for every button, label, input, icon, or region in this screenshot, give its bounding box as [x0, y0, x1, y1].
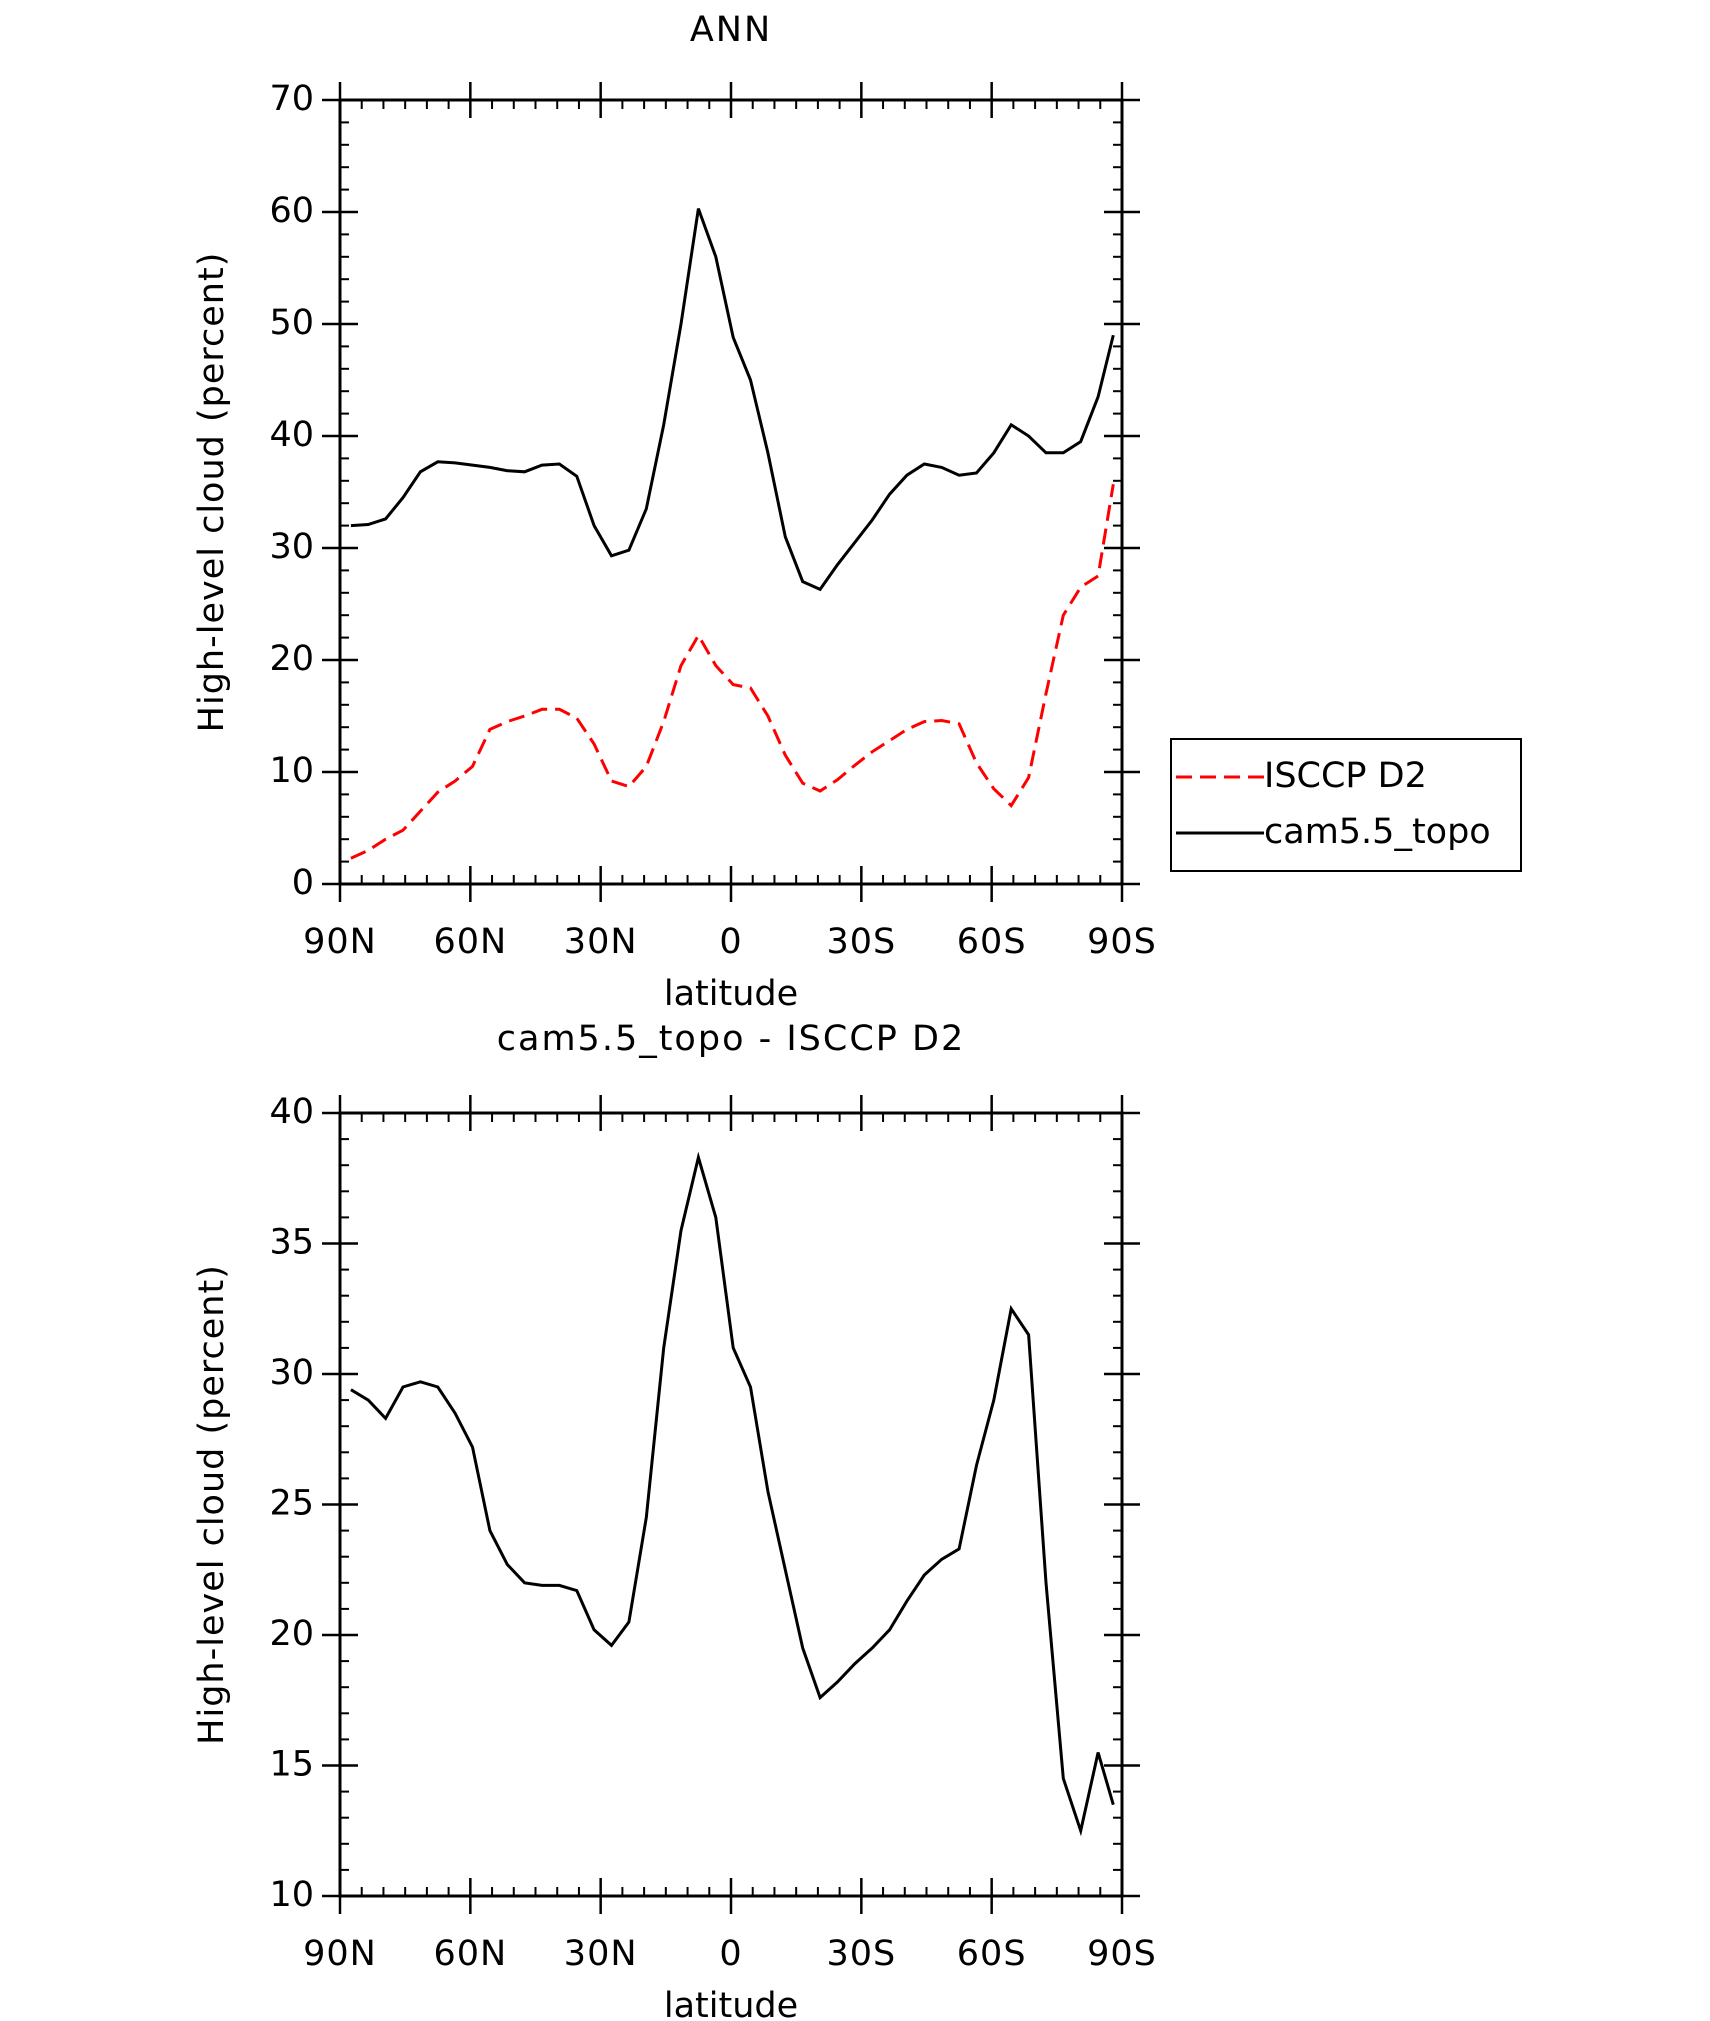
x-tick-label: 0: [719, 922, 742, 962]
y-tick-label: 30: [269, 527, 314, 567]
y-tick-label: 60: [269, 191, 314, 231]
y-tick-label: 30: [269, 1353, 314, 1393]
y-tick-label: 15: [269, 1745, 314, 1785]
data-line: [350, 1151, 1115, 1837]
y-tick-label: 20: [269, 639, 314, 679]
y-tick-label: 35: [269, 1223, 314, 1263]
x-tick-label: 60N: [433, 922, 507, 962]
x-tick-label: 90N: [303, 922, 377, 962]
x-axis-label: latitude: [664, 1986, 798, 2021]
y-tick-label: 70: [269, 79, 314, 119]
y-axis-label: High-level cloud (percent): [192, 252, 232, 733]
x-tick-label: 60S: [957, 1934, 1027, 1974]
y-tick-label: 10: [269, 751, 314, 791]
x-tick-label: 60N: [433, 1934, 507, 1974]
y-tick-label: 25: [269, 1484, 314, 1524]
x-tick-label: 90S: [1087, 1934, 1157, 1974]
y-tick-label: 0: [292, 863, 314, 903]
y-tick-label: 40: [269, 1092, 314, 1132]
y-tick-label: 40: [269, 415, 314, 455]
y-axis-label: High-level cloud (percent): [192, 1264, 232, 1745]
y-tick-label: 50: [269, 303, 314, 343]
x-tick-label: 30S: [826, 1934, 896, 1974]
legend-label: ISCCP D2: [1264, 756, 1427, 796]
y-tick-label: 20: [269, 1614, 314, 1654]
y-tick-label: 10: [269, 1875, 314, 1915]
chart-title: cam5.5_topo - ISCCP D2: [497, 1019, 965, 1059]
x-tick-label: 30N: [564, 1934, 638, 1974]
plot-frame: [338, 98, 1124, 886]
x-axis-label: latitude: [664, 974, 798, 1014]
x-tick-label: 60S: [957, 922, 1027, 962]
data-line: [350, 208, 1115, 592]
x-tick-label: 90N: [303, 1934, 377, 1974]
x-tick-label: 30S: [826, 922, 896, 962]
plot-frame: [338, 1111, 1124, 1898]
x-tick-label: 0: [719, 1934, 742, 1974]
legend-label: cam5.5_topo: [1264, 812, 1491, 852]
chart-title: ANN: [690, 10, 772, 50]
data-line: [350, 483, 1115, 860]
x-tick-label: 90S: [1087, 922, 1157, 962]
legend-box: [1170, 738, 1522, 872]
x-tick-label: 30N: [564, 922, 638, 962]
